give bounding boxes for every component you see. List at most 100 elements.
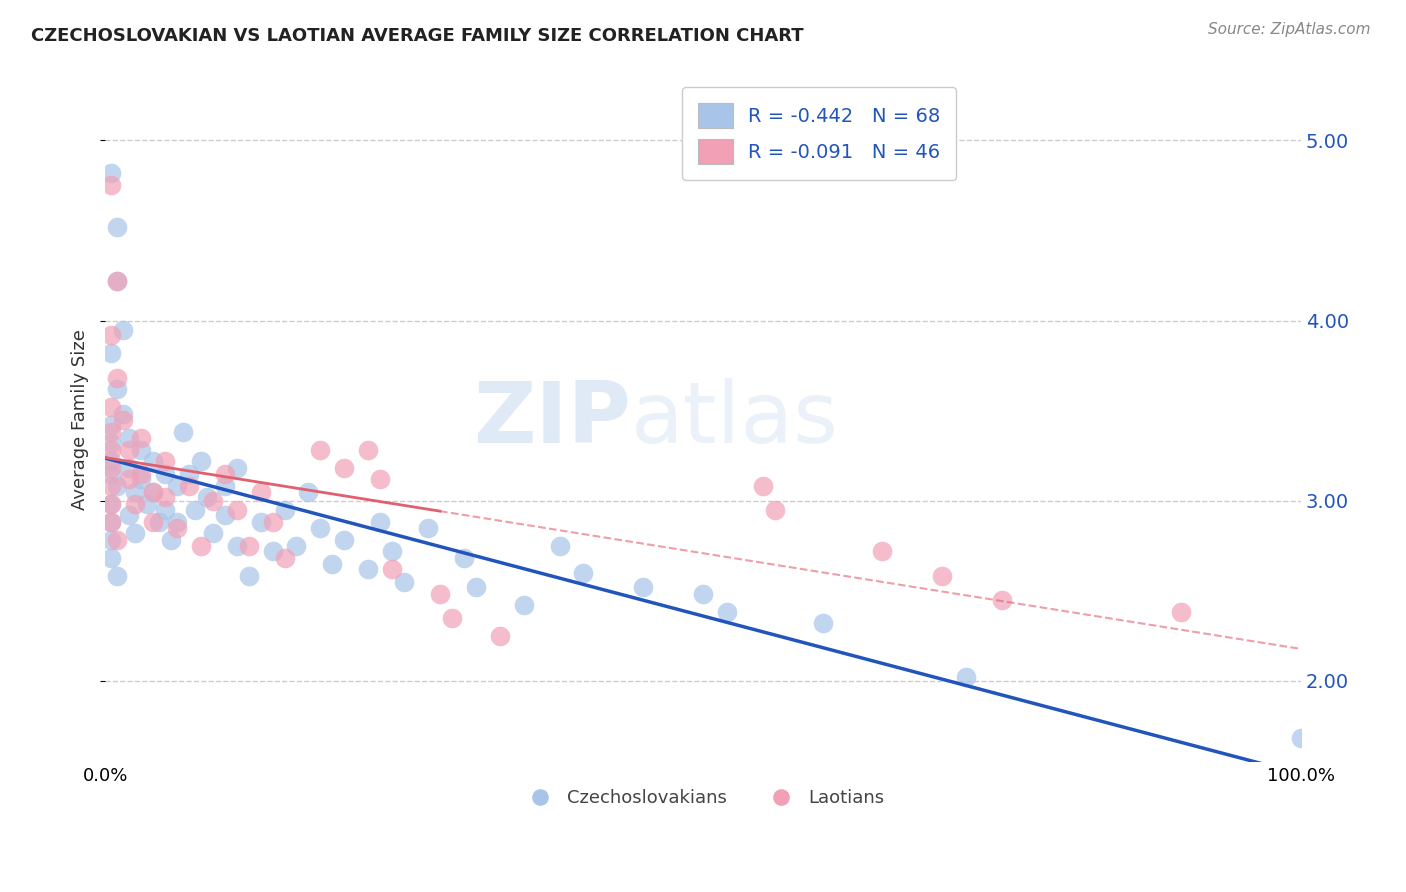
Point: [100, 400, 122, 414]
Point: [453, 551, 475, 566]
Point: [225, 539, 247, 553]
Point: [100, 417, 122, 432]
Point: [368, 515, 391, 529]
Point: [751, 479, 773, 493]
Point: [112, 412, 135, 426]
Point: [105, 274, 128, 288]
Point: [214, 508, 236, 522]
Point: [297, 484, 319, 499]
Point: [112, 407, 135, 421]
Point: [333, 533, 356, 548]
Point: [631, 580, 654, 594]
Point: [153, 502, 176, 516]
Point: [381, 544, 404, 558]
Point: [214, 467, 236, 481]
Point: [112, 322, 135, 336]
Point: [716, 605, 738, 619]
Point: [262, 515, 284, 529]
Point: [160, 533, 183, 548]
Point: [357, 443, 380, 458]
Point: [100, 515, 122, 529]
Point: [100, 533, 122, 548]
Point: [100, 328, 122, 343]
Point: [124, 497, 146, 511]
Point: [129, 467, 152, 481]
Point: [166, 521, 188, 535]
Point: [763, 502, 786, 516]
Point: [429, 587, 451, 601]
Point: [148, 515, 170, 529]
Point: [548, 539, 571, 553]
Point: [285, 539, 308, 553]
Point: [184, 502, 207, 516]
Point: [136, 497, 159, 511]
Point: [153, 490, 176, 504]
Point: [225, 502, 247, 516]
Point: [100, 454, 122, 468]
Point: [105, 274, 128, 288]
Point: [416, 521, 439, 535]
Point: [166, 515, 188, 529]
Point: [201, 493, 224, 508]
Point: [1289, 731, 1312, 746]
Point: [100, 467, 122, 481]
Point: [309, 521, 332, 535]
Text: ZIP: ZIP: [474, 378, 631, 461]
Y-axis label: Average Family Size: Average Family Size: [72, 329, 89, 510]
Text: Source: ZipAtlas.com: Source: ZipAtlas.com: [1208, 22, 1371, 37]
Point: [153, 467, 176, 481]
Point: [118, 461, 141, 475]
Point: [105, 479, 128, 493]
Point: [201, 526, 224, 541]
Point: [249, 484, 271, 499]
Point: [464, 580, 486, 594]
Point: [129, 472, 152, 486]
Text: atlas: atlas: [631, 378, 839, 461]
Point: [249, 515, 271, 529]
Point: [100, 551, 122, 566]
Point: [100, 346, 122, 360]
Point: [357, 562, 380, 576]
Point: [488, 629, 510, 643]
Point: [381, 562, 404, 576]
Point: [105, 382, 128, 396]
Point: [142, 515, 165, 529]
Point: [100, 443, 122, 458]
Point: [100, 166, 122, 180]
Point: [177, 467, 200, 481]
Point: [129, 443, 152, 458]
Legend: Czechoslovakians, Laotians: Czechoslovakians, Laotians: [515, 782, 891, 814]
Point: [124, 526, 146, 541]
Point: [955, 670, 977, 684]
Point: [195, 490, 218, 504]
Point: [105, 533, 128, 548]
Point: [238, 539, 260, 553]
Point: [142, 484, 165, 499]
Point: [225, 461, 247, 475]
Point: [118, 472, 141, 486]
Point: [118, 443, 141, 458]
Point: [142, 454, 165, 468]
Point: [100, 497, 122, 511]
Point: [309, 443, 332, 458]
Point: [100, 425, 122, 440]
Point: [124, 484, 146, 499]
Point: [172, 425, 194, 440]
Point: [238, 569, 260, 583]
Point: [105, 569, 128, 583]
Point: [177, 479, 200, 493]
Point: [440, 610, 463, 624]
Point: [190, 454, 212, 468]
Point: [512, 598, 534, 612]
Point: [811, 616, 834, 631]
Point: [692, 587, 714, 601]
Point: [100, 515, 122, 529]
Point: [321, 557, 343, 571]
Point: [1170, 605, 1192, 619]
Point: [100, 436, 122, 450]
Point: [262, 544, 284, 558]
Text: CZECHOSLOVAKIAN VS LAOTIAN AVERAGE FAMILY SIZE CORRELATION CHART: CZECHOSLOVAKIAN VS LAOTIAN AVERAGE FAMIL…: [31, 27, 804, 45]
Point: [214, 479, 236, 493]
Point: [572, 566, 595, 580]
Point: [105, 219, 128, 234]
